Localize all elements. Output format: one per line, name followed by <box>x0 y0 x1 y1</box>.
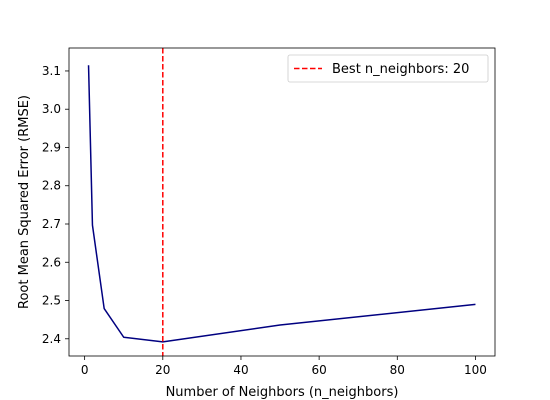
plot-frame <box>68 47 496 357</box>
x-tick-label: 80 <box>390 363 405 377</box>
y-tick-label: 2.6 <box>42 255 61 269</box>
plot-area <box>69 48 495 356</box>
legend-entry-best-n-neighbors: Best n_neighbors: 20 <box>332 62 469 77</box>
x-tick-label: 40 <box>233 363 248 377</box>
x-axis-label: Number of Neighbors (n_neighbors) <box>166 385 399 400</box>
y-axis-ticks: 2.4 2.5 2.6 2.7 2.8 2.9 3.0 3.1 <box>42 64 69 346</box>
y-tick-label: 2.5 <box>42 294 61 308</box>
legend-box <box>287 54 489 83</box>
x-tick-label: 0 <box>81 363 89 377</box>
x-axis-ticks: 0 20 40 60 80 100 <box>81 356 487 377</box>
x-tick-label: 100 <box>464 363 487 377</box>
y-tick-label: 2.8 <box>42 179 61 193</box>
y-tick-label: 2.9 <box>42 140 61 154</box>
y-tick-label: 3.1 <box>42 64 61 78</box>
y-tick-label: 2.7 <box>42 217 61 231</box>
series-layer <box>87 65 476 343</box>
y-axis-label: Root Mean Squared Error (RMSE) <box>17 95 32 309</box>
series-line-0 <box>87 65 476 343</box>
x-tick-label: 20 <box>155 363 170 377</box>
legend: Best n_neighbors: 20 <box>287 54 489 83</box>
y-tick-label: 3.0 <box>42 102 61 116</box>
y-tick-label: 2.4 <box>42 332 61 346</box>
x-tick-label: 60 <box>311 363 326 377</box>
